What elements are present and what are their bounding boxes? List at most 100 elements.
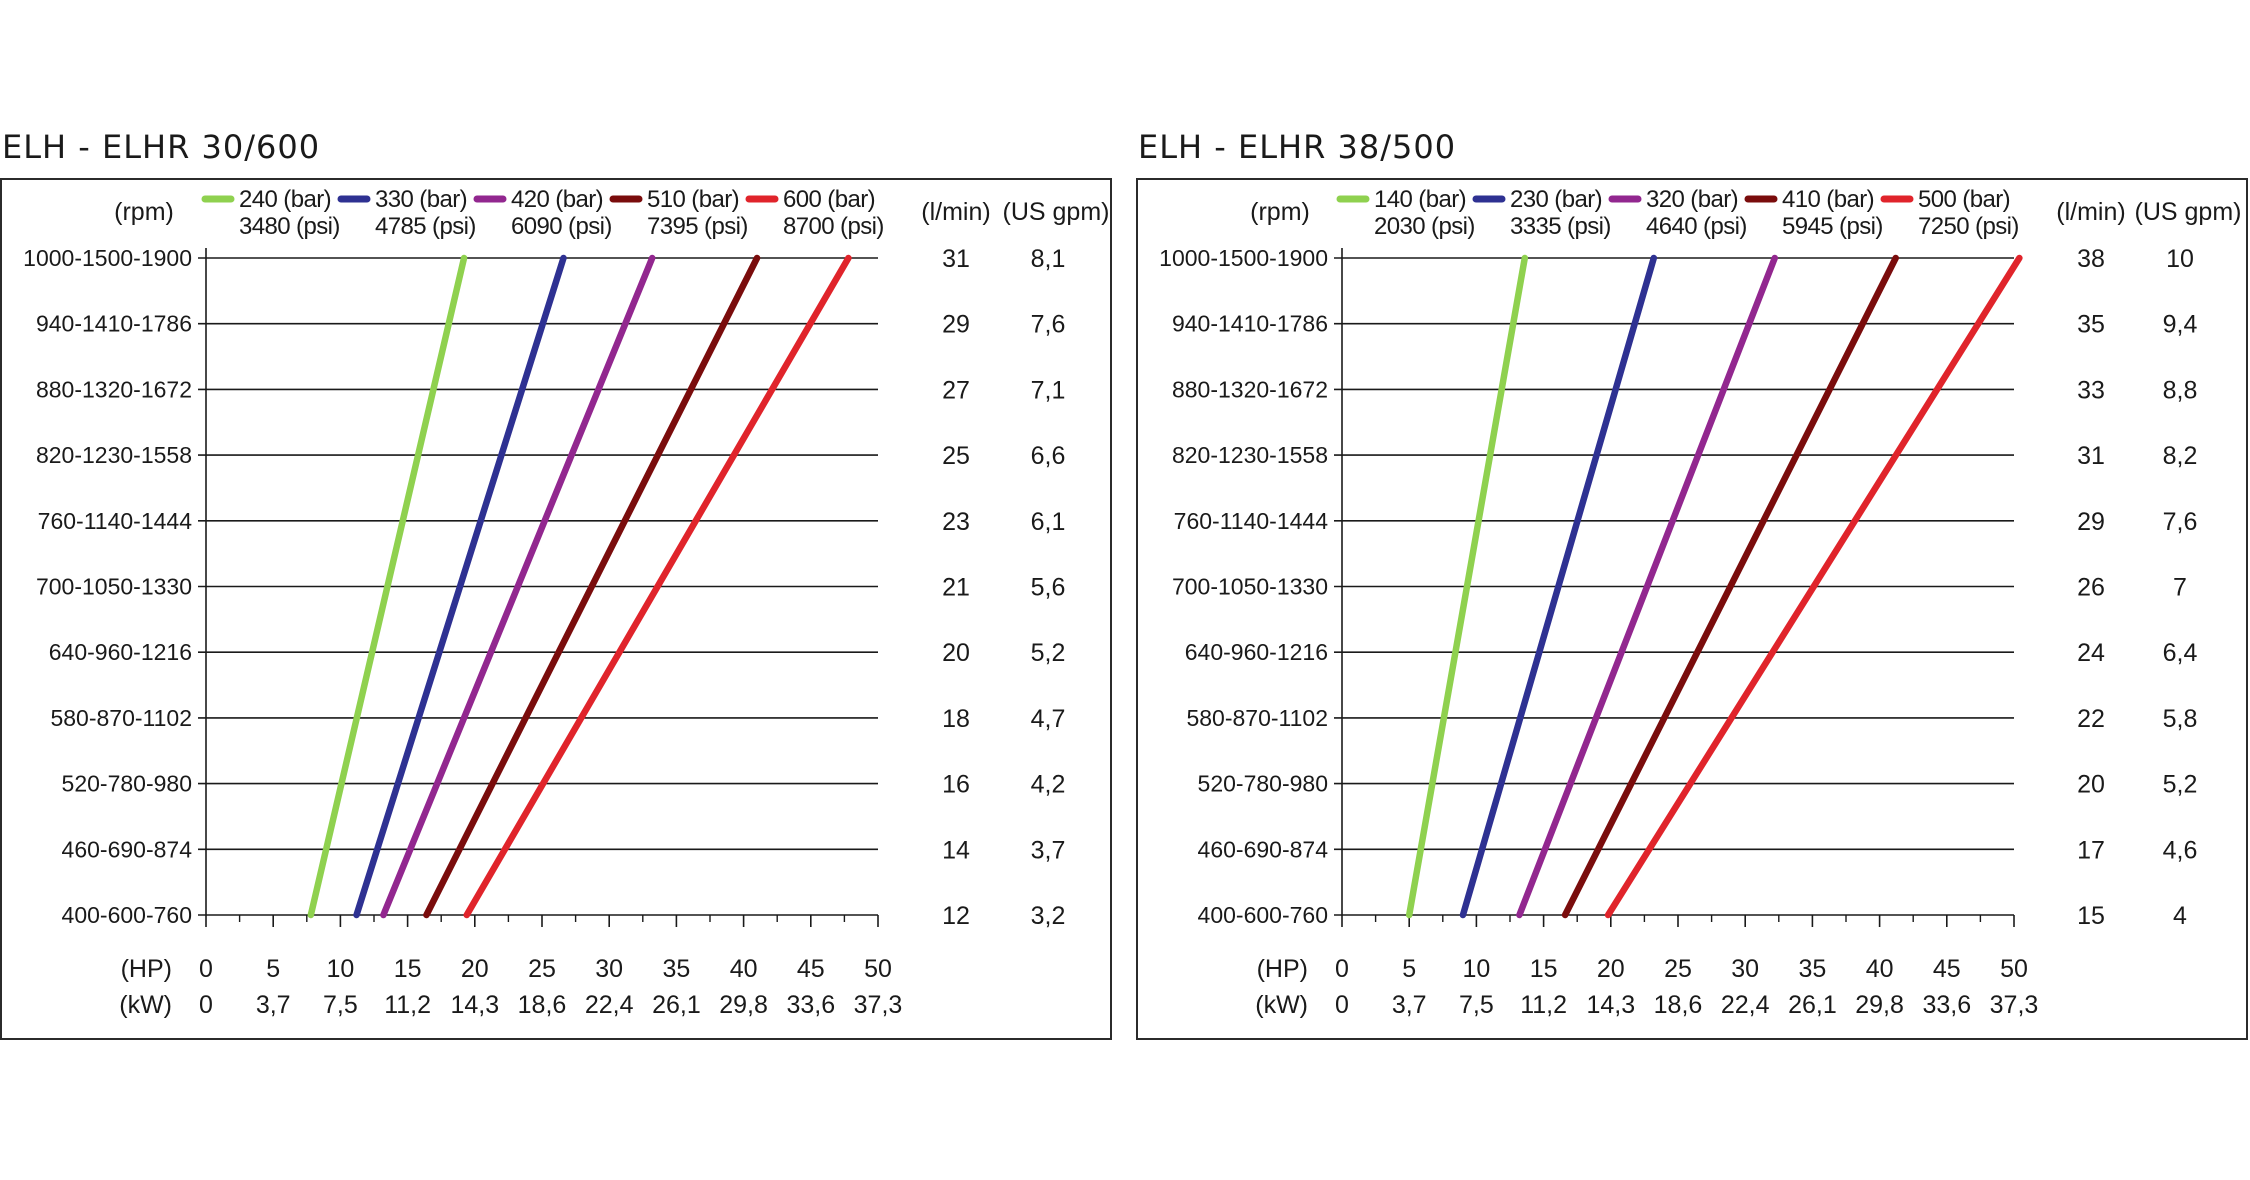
kw-tick-label: 22,4 (1721, 991, 1770, 1019)
flow-gpm-label: 9,4 (2163, 311, 2198, 339)
rpm-tick-label: 1000-1500-1900 (23, 245, 192, 271)
legend-bar-label: 410 (bar) (1782, 186, 1874, 213)
flow-gpm-label: 4,2 (1031, 771, 1066, 799)
legend-psi-label: 3335 (psi) (1510, 213, 1611, 240)
rpm-tick-label: 880-1320-1672 (1172, 376, 1328, 402)
flow-lmin-label: 29 (2077, 508, 2105, 536)
flow-gpm-label: 10 (2166, 245, 2194, 273)
chart-svg-right: 400-600-760 15 4 460-690-874 17 4,6 520-780-98… (1159, 186, 2242, 1019)
hp-tick-label: 45 (797, 955, 825, 983)
rpm-tick-label: 820-1230-1558 (1172, 442, 1328, 468)
rpm-tick-label: 520-780-980 (1198, 771, 1328, 797)
rpm-tick-label: 1000-1500-1900 (1159, 245, 1328, 271)
kw-tick-label: 37,3 (1990, 991, 2039, 1019)
legend-psi-label: 6090 (psi) (511, 213, 612, 240)
rpm-unit-label: (rpm) (1250, 198, 1310, 226)
kw-unit-label: (kW) (119, 991, 172, 1019)
flow-unit-label: (l/min) (921, 198, 990, 226)
hp-tick-label: 30 (1731, 955, 1759, 983)
series-line (1516, 254, 1779, 919)
kw-tick-label: 26,1 (1788, 991, 1837, 1019)
flow-lmin-label: 22 (2077, 705, 2105, 733)
flow-lmin-label: 20 (2077, 771, 2105, 799)
kw-tick-label: 0 (199, 991, 213, 1019)
flow-gpm-label: 6,6 (1031, 442, 1066, 470)
flow-gpm-label: 5,2 (2163, 771, 2198, 799)
hp-tick-label: 25 (1664, 955, 1692, 983)
kw-tick-label: 0 (1335, 991, 1349, 1019)
flow-lmin-label: 29 (942, 311, 970, 339)
flow-lmin-label: 27 (942, 376, 970, 404)
flow-gpm-label: 4 (2173, 902, 2187, 930)
flow-gpm-label: 5,2 (1031, 639, 1066, 667)
kw-tick-label: 7,5 (1459, 991, 1494, 1019)
series-line (1405, 254, 1529, 919)
legend-psi-label: 3480 (psi) (239, 213, 340, 240)
series-line (463, 254, 852, 919)
rpm-tick-label: 580-870-1102 (50, 705, 192, 731)
hp-tick-label: 0 (199, 955, 213, 983)
hp-tick-label: 40 (1866, 955, 1894, 983)
kw-tick-label: 22,4 (585, 991, 634, 1019)
gpm-unit-label: (US gpm) (2135, 198, 2242, 226)
flow-lmin-label: 12 (942, 902, 970, 930)
hp-tick-label: 35 (662, 955, 690, 983)
kw-unit-label: (kW) (1255, 991, 1308, 1019)
kw-tick-label: 11,2 (384, 991, 431, 1019)
hp-tick-label: 20 (1597, 955, 1625, 983)
series-line (307, 254, 468, 919)
flow-lmin-label: 24 (2077, 639, 2105, 667)
flow-gpm-label: 7 (2173, 574, 2187, 602)
hp-tick-label: 15 (394, 955, 422, 983)
legend-psi-label: 4785 (psi) (375, 213, 476, 240)
rpm-tick-label: 640-960-1216 (49, 639, 192, 665)
hp-tick-label: 35 (1798, 955, 1826, 983)
kw-tick-label: 14,3 (450, 991, 499, 1019)
hp-unit-label: (HP) (121, 955, 172, 983)
flow-lmin-label: 33 (2077, 376, 2105, 404)
flow-lmin-label: 26 (2077, 574, 2105, 602)
flow-gpm-label: 6,1 (1031, 508, 1066, 536)
flow-lmin-label: 21 (942, 574, 970, 602)
flow-gpm-label: 7,6 (2163, 508, 2198, 536)
rpm-tick-label: 460-690-874 (62, 836, 193, 862)
gpm-unit-label: (US gpm) (1003, 198, 1110, 226)
series-line (423, 254, 761, 919)
hp-tick-label: 5 (266, 955, 280, 983)
hp-tick-label: 0 (1335, 955, 1349, 983)
legend-bar-label: 330 (bar) (375, 186, 467, 213)
flow-unit-label: (l/min) (2056, 198, 2125, 226)
legend-psi-label: 7250 (psi) (1918, 213, 2019, 240)
flow-gpm-label: 6,4 (2163, 639, 2198, 667)
flow-lmin-label: 17 (2077, 836, 2105, 864)
flow-lmin-label: 23 (942, 508, 970, 536)
kw-tick-label: 14,3 (1586, 991, 1635, 1019)
legend-psi-label: 4640 (psi) (1646, 213, 1747, 240)
flow-gpm-label: 3,7 (1031, 836, 1066, 864)
rpm-tick-label: 700-1050-1330 (1172, 574, 1328, 600)
flow-lmin-label: 31 (2077, 442, 2105, 470)
legend-bar-label: 140 (bar) (1374, 186, 1466, 213)
series-line (380, 254, 656, 919)
legend-psi-label: 8700 (psi) (783, 213, 884, 240)
flow-lmin-label: 25 (942, 442, 970, 470)
hp-tick-label: 15 (1530, 955, 1558, 983)
hp-tick-label: 20 (461, 955, 489, 983)
legend-bar-label: 320 (bar) (1646, 186, 1738, 213)
rpm-unit-label: (rpm) (114, 198, 174, 226)
flow-gpm-label: 7,6 (1031, 311, 1066, 339)
kw-tick-label: 11,2 (1520, 991, 1567, 1019)
flow-gpm-label: 3,2 (1031, 902, 1066, 930)
chart-title-left: ELH - ELHR 30/600 (2, 128, 321, 166)
kw-tick-label: 37,3 (854, 991, 903, 1019)
hp-tick-label: 45 (1933, 955, 1961, 983)
rpm-tick-label: 940-1410-1786 (36, 311, 192, 337)
hp-tick-label: 10 (326, 955, 354, 983)
series-line (1561, 254, 1899, 919)
rpm-tick-label: 880-1320-1672 (36, 376, 192, 402)
kw-tick-label: 26,1 (652, 991, 701, 1019)
flow-lmin-label: 18 (942, 705, 970, 733)
rpm-tick-label: 400-600-760 (62, 902, 192, 928)
hp-tick-label: 10 (1462, 955, 1490, 983)
series-line (1604, 254, 2023, 919)
